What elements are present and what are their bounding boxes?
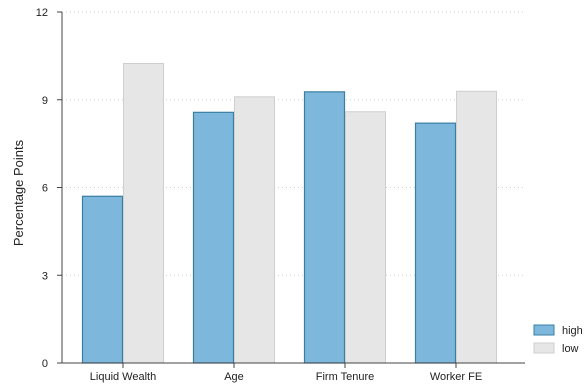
bar-low <box>456 90 497 364</box>
bar-low <box>123 62 164 364</box>
x-tick-label: Worker FE <box>430 371 482 383</box>
bar-high <box>81 195 124 364</box>
axis-layer: 0 3 6 9 12 Liquid Wealth Age Firm Tenure Worker … <box>36 7 525 383</box>
bar-layer <box>81 62 497 364</box>
bar-high <box>303 91 346 364</box>
bar-high <box>414 122 457 364</box>
y-tick-label: 6 <box>42 183 48 195</box>
y-tick-label: 3 <box>42 270 48 282</box>
y-tick-label: 9 <box>42 95 48 107</box>
x-tick-label: Age <box>224 371 244 383</box>
legend-swatch-low <box>533 342 555 354</box>
y-axis-title: Percentage Points <box>11 139 26 246</box>
bar-high <box>192 111 235 364</box>
bar-low <box>234 96 275 364</box>
legend-label-low: low <box>562 343 579 355</box>
legend: high low <box>533 324 583 355</box>
x-tick-label: Firm Tenure <box>316 371 374 383</box>
legend-label-high: high <box>562 325 583 337</box>
y-tick-label: 12 <box>36 7 48 19</box>
legend-swatch-high <box>533 324 555 336</box>
bar-low <box>345 111 386 364</box>
x-tick-label: Liquid Wealth <box>90 371 156 383</box>
y-tick-label: 0 <box>42 358 48 370</box>
